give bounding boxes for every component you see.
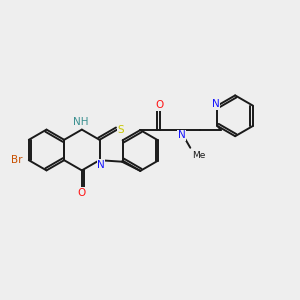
Text: Br: Br [11,155,22,165]
Text: S: S [118,124,124,135]
Text: NH: NH [73,117,88,127]
Text: N: N [97,160,105,170]
Text: O: O [156,100,164,110]
Text: Me: Me [192,151,205,160]
Text: N: N [178,130,186,140]
Text: N: N [212,99,220,109]
Text: O: O [78,188,86,197]
